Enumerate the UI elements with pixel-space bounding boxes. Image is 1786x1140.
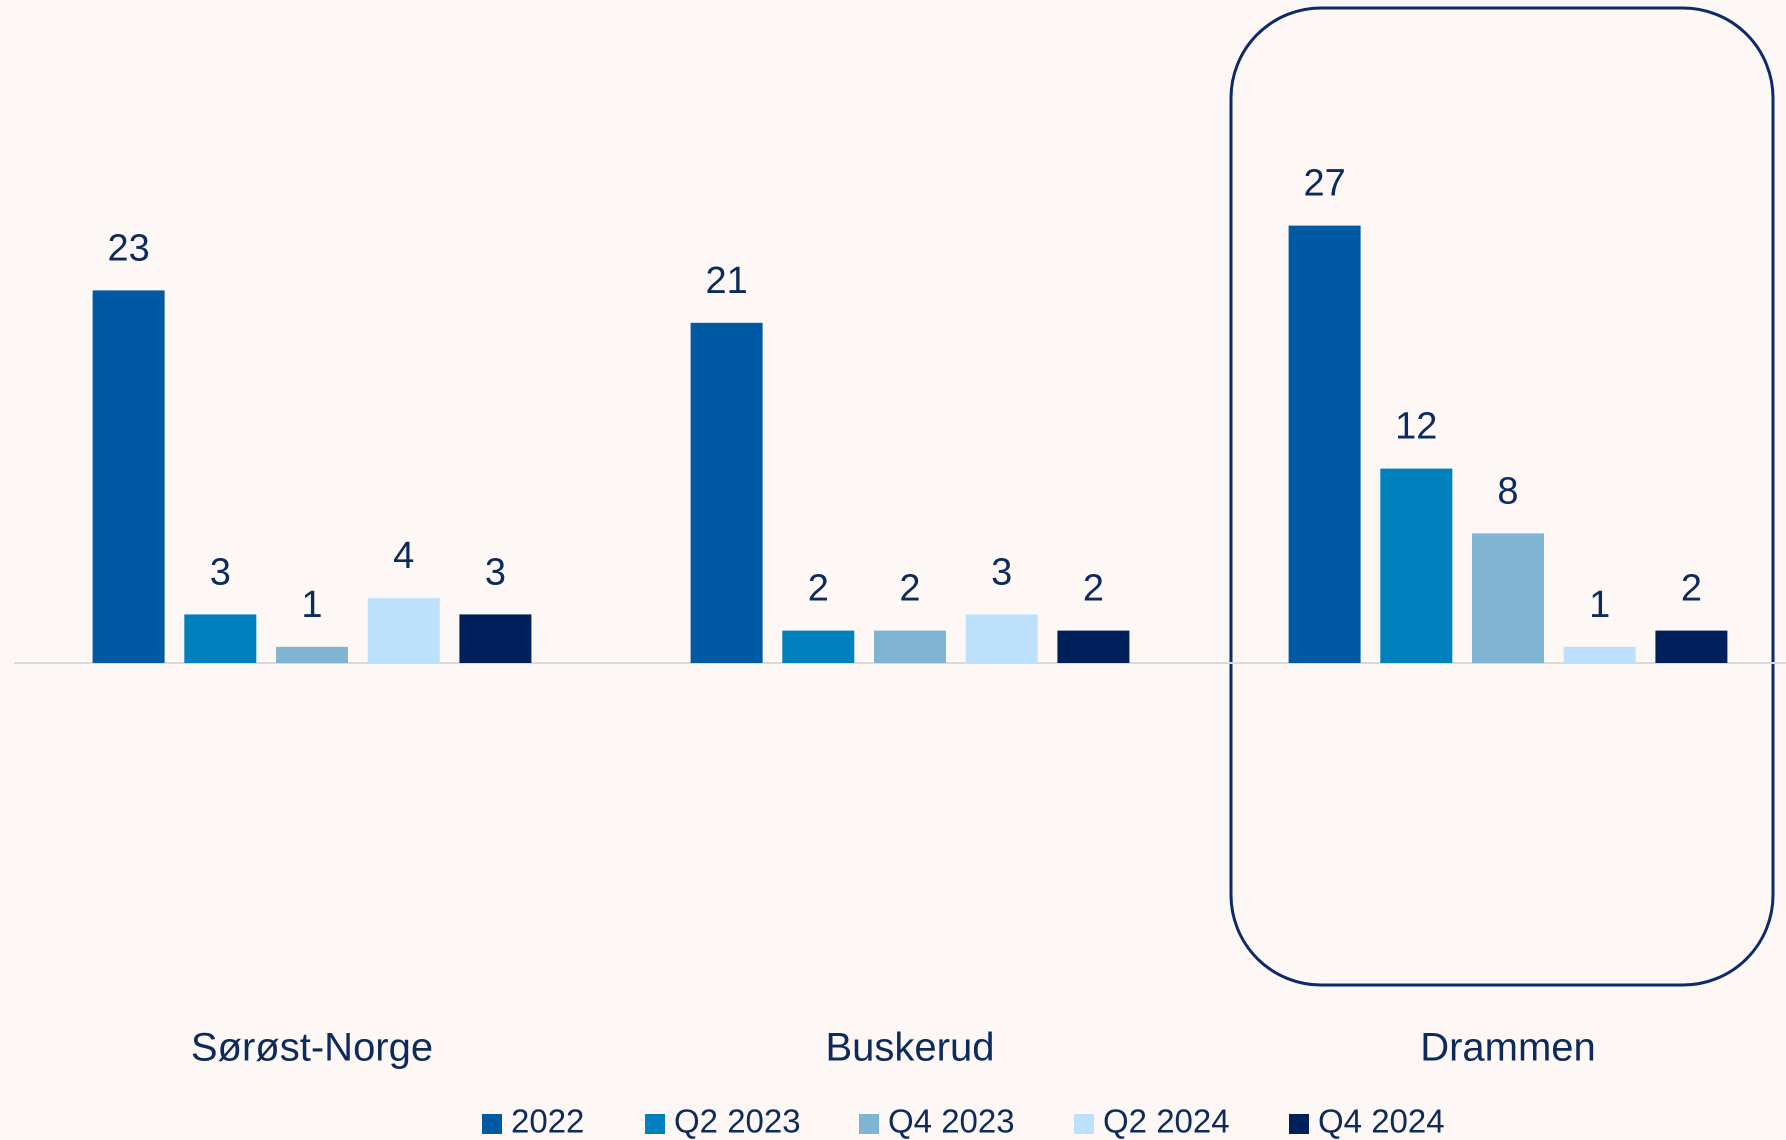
legend-label: Q2 2024	[1103, 1103, 1230, 1140]
data-label: 27	[1303, 163, 1345, 205]
bar	[459, 614, 532, 663]
legend-swatch	[645, 1114, 665, 1134]
bar	[92, 290, 165, 663]
data-label: 2	[899, 568, 920, 610]
legend-swatch	[482, 1114, 502, 1134]
legend-swatch	[1074, 1114, 1094, 1134]
legend-label: Q2 2023	[674, 1103, 801, 1140]
legend-label: 2022	[511, 1103, 584, 1140]
data-label: 8	[1497, 470, 1518, 512]
bar	[965, 614, 1038, 663]
data-label: 3	[991, 551, 1012, 593]
bar	[1563, 646, 1636, 663]
highlight-frame	[1229, 6, 1775, 987]
category-label: Drammen	[1420, 1026, 1596, 1070]
bar	[1288, 225, 1361, 663]
data-label: 21	[705, 260, 747, 302]
bar	[184, 614, 257, 663]
data-label: 2	[808, 568, 829, 610]
legend-swatch	[859, 1114, 879, 1134]
bar	[276, 646, 348, 663]
data-label: 4	[393, 535, 414, 577]
bar	[1472, 533, 1544, 663]
data-label: 2	[1083, 568, 1104, 610]
legend-swatch	[1289, 1114, 1309, 1134]
category-label: Sørøst-Norge	[191, 1026, 433, 1070]
bar	[1655, 630, 1728, 663]
legend-label: Q4 2023	[888, 1103, 1015, 1140]
data-label: 3	[210, 551, 231, 593]
category-label: Buskerud	[826, 1026, 995, 1070]
data-label: 2	[1681, 568, 1702, 610]
bar	[874, 630, 946, 663]
legend-label: Q4 2024	[1318, 1103, 1445, 1140]
data-label: 1	[301, 584, 322, 626]
bar	[690, 322, 763, 663]
bar	[1380, 468, 1453, 663]
data-label: 1	[1589, 584, 1610, 626]
data-label: 12	[1395, 406, 1437, 448]
bar	[367, 598, 440, 663]
bar	[1057, 630, 1130, 663]
data-label: 3	[485, 551, 506, 593]
bar	[782, 630, 855, 663]
data-label: 23	[107, 227, 149, 269]
